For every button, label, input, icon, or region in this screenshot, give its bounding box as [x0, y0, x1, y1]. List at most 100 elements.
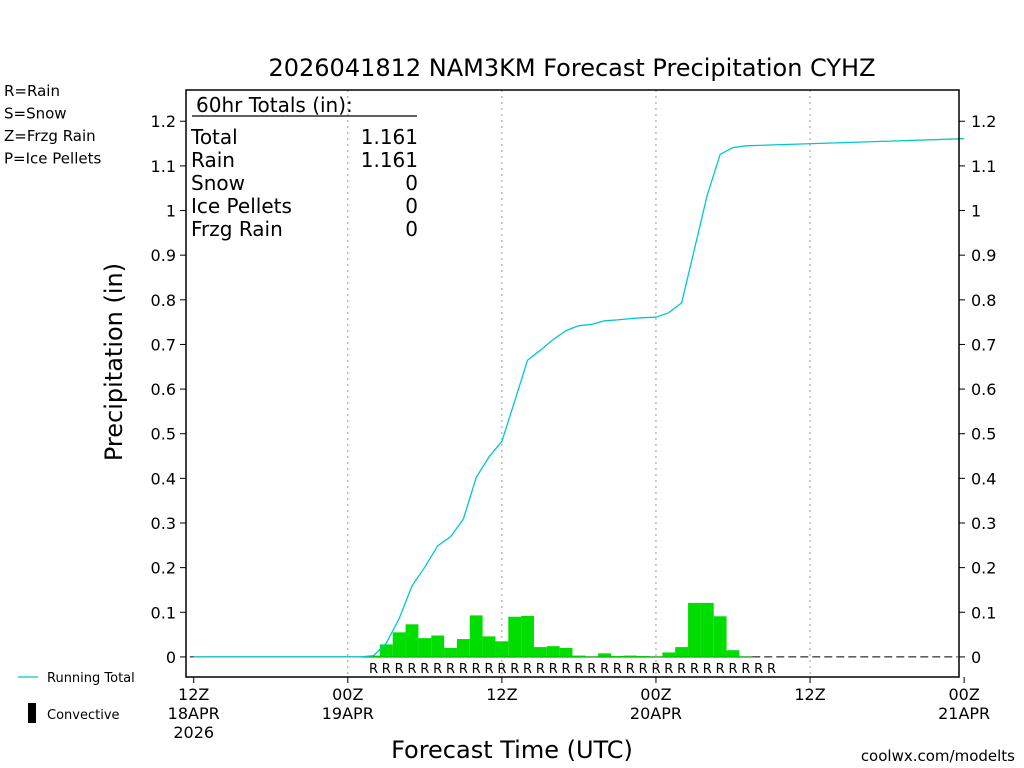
- ptype-marker: R: [420, 662, 429, 677]
- y-tick-label-left: 0: [166, 648, 176, 667]
- precip-bar: [611, 656, 624, 657]
- x-tick-label: 20APR: [630, 704, 682, 723]
- precip-bar: [713, 616, 727, 657]
- y-tick-label-left: 1.2: [151, 112, 176, 131]
- y-tick-label-right: 0.2: [971, 559, 996, 578]
- totals-row-value: 0: [405, 194, 418, 218]
- totals-box: 60hr Totals (in): Total 1.161 Rain 1.161 Snow…: [190, 93, 418, 241]
- y-tick-label-left: 0.7: [151, 335, 176, 354]
- precip-bar: [726, 650, 740, 657]
- precip-type-legend-item: S=Snow: [4, 105, 67, 123]
- axes: 0 00.1 0.10.2 0.20.3 0.30.4 0.40.5 0.50.6 0.60.…: [151, 89, 996, 742]
- y-tick-label-left: 1: [166, 202, 176, 221]
- y-tick-label-right: 0.4: [971, 469, 996, 488]
- convective-legend-swatch: [28, 703, 36, 723]
- totals-row-label: Snow: [191, 171, 245, 195]
- y-tick-label-right: 0.8: [971, 291, 996, 310]
- precip-bar: [456, 639, 470, 657]
- ptype-marker: R: [446, 662, 455, 677]
- y-tick-label-left: 0.9: [151, 246, 176, 265]
- y-axis-label: Precipitation (in): [100, 263, 128, 461]
- x-tick-label: 2026: [173, 723, 214, 742]
- ptype-marker: R: [459, 662, 468, 677]
- convective-legend-label: Convective: [47, 708, 120, 723]
- ptype-marker: R: [741, 662, 750, 677]
- credit-text: coolwx.com/modelts: [861, 747, 1015, 765]
- y-tick-label-left: 0.2: [151, 559, 176, 578]
- y-tick-label-left: 1.1: [151, 157, 176, 176]
- ptype-marker: R: [728, 662, 737, 677]
- precip-bar: [598, 653, 612, 657]
- totals-row-value: 0: [405, 217, 418, 241]
- totals-row-label: Rain: [191, 148, 235, 172]
- ptype-marker: R: [651, 662, 660, 677]
- precip-bar: [572, 655, 586, 657]
- ptype-marker: R: [587, 662, 596, 677]
- precip-type-legend: R=Rain S=Snow Z=Frzg Rain P=Ice Pellets: [4, 82, 101, 168]
- precip-type-legend-item: Z=Frzg Rain: [4, 127, 96, 145]
- totals-row-value: 1.161: [361, 125, 418, 149]
- running-total-line: [193, 138, 965, 658]
- x-tick-label: 12Z: [178, 685, 209, 704]
- plot-area: [189, 90, 958, 677]
- precip-bar: [379, 644, 393, 657]
- ptype-marker: R: [472, 662, 481, 677]
- y-tick-label-right: 0.6: [971, 380, 996, 399]
- precip-bar: [559, 647, 573, 657]
- precip-bar: [431, 635, 445, 657]
- totals-row-label: Ice Pellets: [191, 194, 292, 218]
- y-tick-label-right: 0: [971, 648, 981, 667]
- ptype-marker: R: [549, 662, 558, 677]
- y-tick-label-right: 1.1: [971, 157, 996, 176]
- precip-bar: [700, 602, 714, 657]
- y-tick-label-left: 0.8: [151, 291, 176, 310]
- precip-bar: [405, 624, 419, 657]
- x-tick-label: 12Z: [794, 685, 825, 704]
- precip-bar: [418, 638, 432, 657]
- ptype-marker: R: [562, 662, 571, 677]
- ptype-marker: R: [639, 662, 648, 677]
- ptype-marker: R: [485, 662, 494, 677]
- ptype-marker: R: [664, 662, 673, 677]
- hourly-precip-bars: [367, 602, 753, 657]
- totals-row-label: Total: [190, 125, 238, 149]
- y-tick-label-right: 1.2: [971, 112, 996, 131]
- x-axis-label: Forecast Time (UTC): [391, 736, 633, 764]
- precip-bar: [675, 647, 689, 657]
- totals-heading: 60hr Totals (in):: [196, 93, 353, 117]
- ptype-marker: R: [433, 662, 442, 677]
- ptype-marker: R: [510, 662, 519, 677]
- y-tick-label-left: 0.3: [151, 514, 176, 533]
- y-tick-label-right: 0.9: [971, 246, 996, 265]
- y-tick-label-right: 0.1: [971, 603, 996, 622]
- x-tick-label: 12Z: [486, 685, 517, 704]
- precip-bar: [662, 652, 676, 657]
- totals-row-label: Frzg Rain: [191, 217, 283, 241]
- y-tick-label-left: 0.1: [151, 603, 176, 622]
- precip-bar: [623, 655, 637, 657]
- precip-bar: [636, 656, 650, 657]
- y-tick-label-right: 1: [971, 202, 981, 221]
- ptype-marker: R: [536, 662, 545, 677]
- ptype-marker: R: [395, 662, 404, 677]
- y-tick-label-left: 0.4: [151, 469, 176, 488]
- y-tick-label-right: 0.7: [971, 335, 996, 354]
- precip-bar: [546, 646, 560, 657]
- ptype-marker: R: [690, 662, 699, 677]
- precip-bar: [392, 632, 406, 657]
- precip-type-legend-item: P=Ice Pellets: [4, 150, 101, 168]
- ptype-marker: R: [369, 662, 378, 677]
- precip-type-legend-item: R=Rain: [4, 82, 60, 100]
- y-tick-label-right: 0.5: [971, 425, 996, 444]
- running-total-legend-label: Running Total: [47, 671, 135, 686]
- precip-bar: [533, 647, 547, 657]
- ptype-marker: R: [677, 662, 686, 677]
- y-tick-label-left: 0.5: [151, 425, 176, 444]
- ptype-marker: R: [523, 662, 532, 677]
- ptype-marker: R: [703, 662, 712, 677]
- x-tick-label: 00Z: [332, 685, 363, 704]
- precip-bar: [495, 641, 509, 657]
- precip-bar: [469, 615, 483, 657]
- x-tick-label: 21APR: [938, 704, 990, 723]
